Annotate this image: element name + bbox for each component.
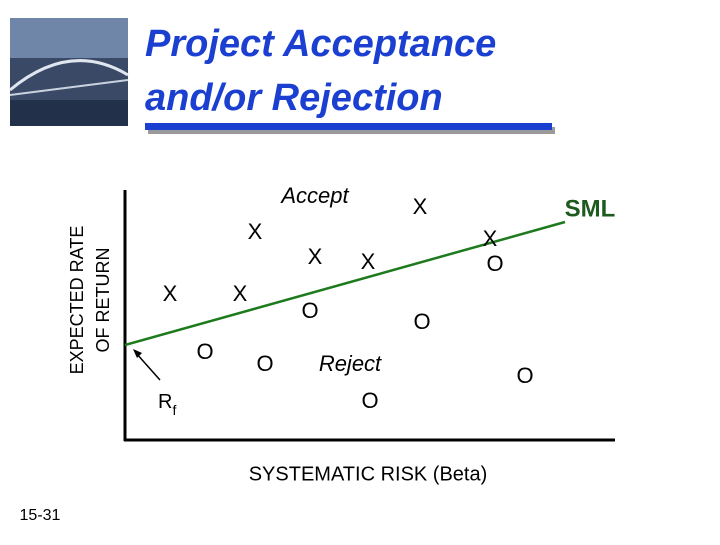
accept-label: Accept (279, 183, 349, 208)
marker: O (196, 339, 213, 364)
marker: X (233, 281, 248, 306)
marker: X (248, 219, 263, 244)
title-underline-shadow (148, 127, 555, 134)
sml-line (124, 220, 566, 347)
y-axis-label: OF RETURN (93, 248, 113, 353)
rf-arrowhead (133, 349, 142, 358)
y-axis-label: EXPECTED RATE (67, 226, 87, 375)
title-underline (145, 123, 552, 130)
bridge-image (9, 18, 129, 126)
marker: O (301, 298, 318, 323)
marker: O (256, 351, 273, 376)
title-line: Project Acceptance (145, 23, 496, 65)
marker: X (308, 244, 323, 269)
marker: X (163, 281, 178, 306)
slide-number: 15-31 (20, 507, 61, 524)
marker: X (483, 226, 498, 251)
title-line: and/or Rejection (145, 77, 443, 119)
markers: XXX XXX XOO OO O OO (163, 194, 534, 413)
marker: X (361, 249, 376, 274)
sml-label: SML (565, 195, 616, 222)
rf-sub: f (172, 402, 176, 418)
rf-arrow (135, 352, 161, 381)
marker: O (361, 388, 378, 413)
rf-base: R (158, 391, 172, 413)
marker: X (413, 194, 428, 219)
x-axis-label: SYSTEMATIC RISK (Beta) (249, 463, 488, 485)
marker: O (413, 309, 430, 334)
reject-label: Reject (319, 351, 382, 376)
marker: O (486, 251, 503, 276)
rf-label: Rf (158, 391, 176, 417)
marker: O (516, 363, 533, 388)
